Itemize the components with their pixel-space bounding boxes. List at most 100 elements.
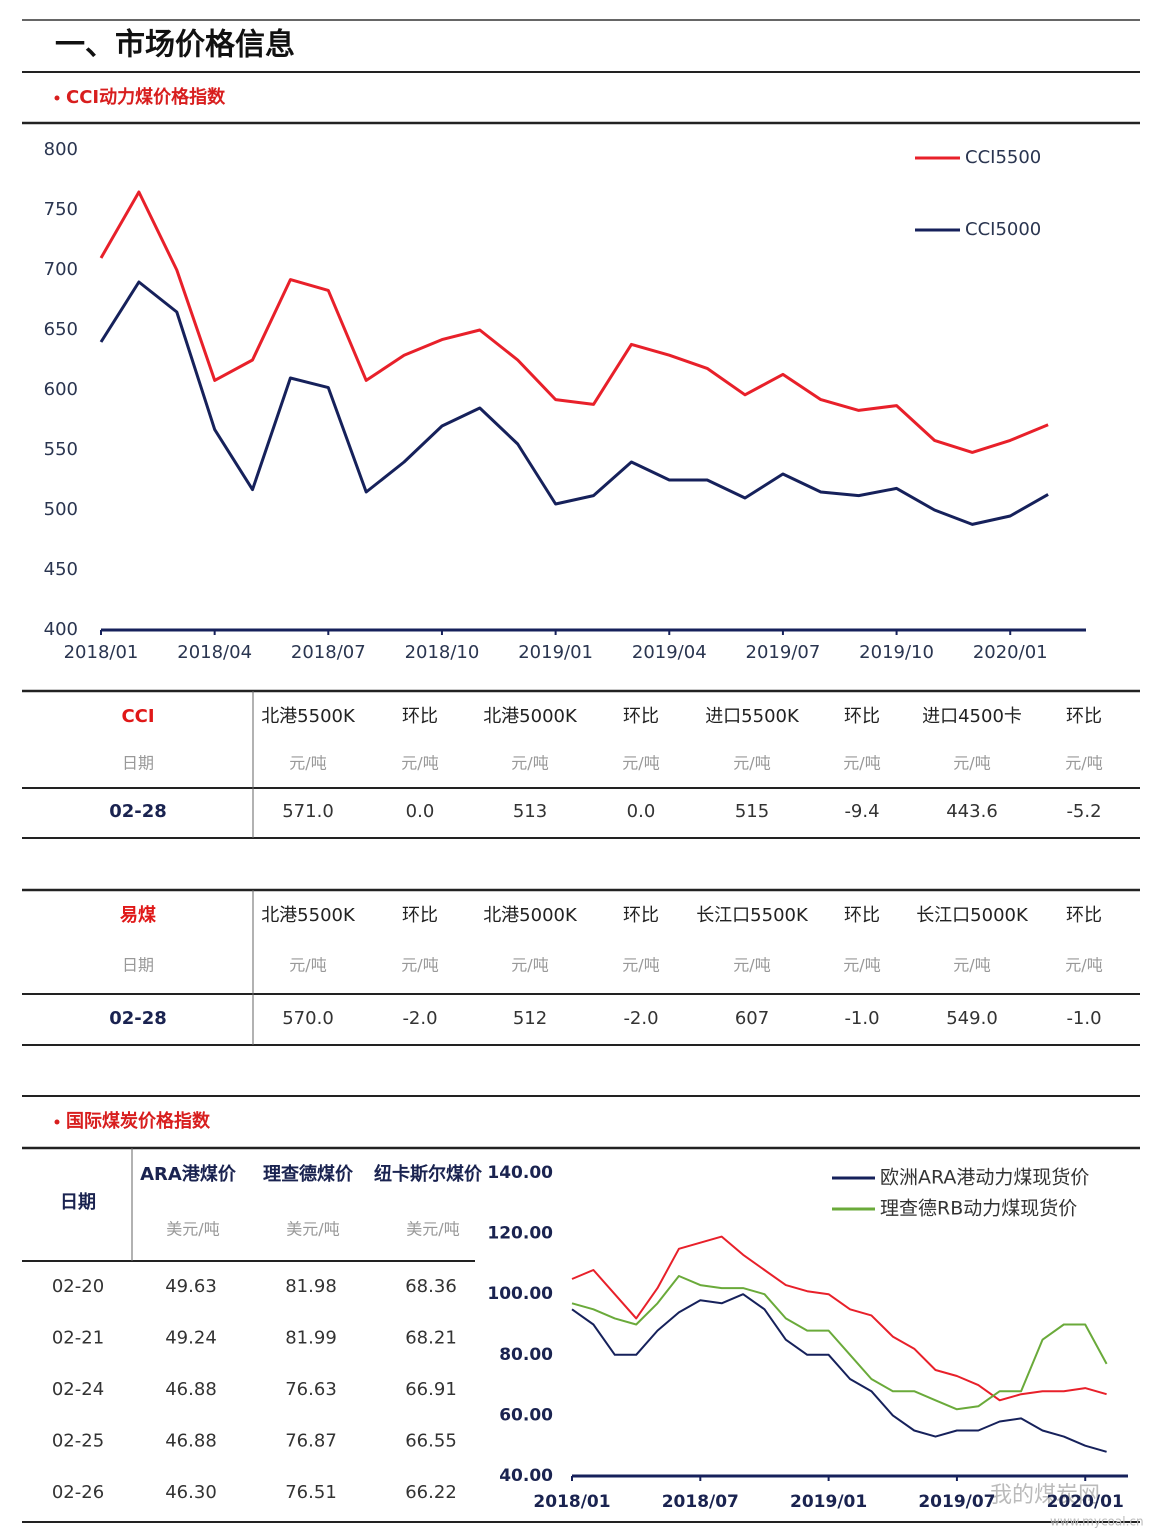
y-tick-label: 450 xyxy=(44,559,78,580)
table-header: 环比 xyxy=(623,905,659,926)
y-tick-label: 800 xyxy=(44,139,78,160)
table-header: 进口4500卡 xyxy=(922,706,1022,727)
table-cell: -2.0 xyxy=(402,1008,437,1029)
table-header: 长江口5000K xyxy=(916,905,1029,926)
legend-label: CCI5500 xyxy=(965,147,1041,168)
table-header: 北港5500K xyxy=(261,905,356,926)
section-title: 国际煤炭价格指数 xyxy=(66,1110,211,1132)
table-header: 环比 xyxy=(402,905,438,926)
table-unit: 元/吨 xyxy=(1065,956,1102,975)
line-series xyxy=(571,1275,1108,1411)
table-unit: 元/吨 xyxy=(843,754,880,773)
table-unit: 元/吨 xyxy=(733,956,770,975)
table-unit: 元/吨 xyxy=(401,956,438,975)
page-title: 一、市场价格信息 xyxy=(55,28,295,63)
table-cell: 02-28 xyxy=(109,1008,167,1029)
table-cell: 0.0 xyxy=(406,801,435,822)
table-unit: 美元/吨 xyxy=(166,1220,219,1239)
y-tick-label: 60.00 xyxy=(499,1405,553,1425)
y-tick-label: 550 xyxy=(44,439,78,460)
y-tick-label: 100.00 xyxy=(487,1284,553,1304)
watermark: 我的煤炭网 xyxy=(990,1483,1100,1508)
table-header: 进口5500K xyxy=(705,706,800,727)
x-tick-label: 2018/01 xyxy=(64,642,139,663)
table-cell: 02-20 xyxy=(52,1276,104,1297)
table-cell: 81.99 xyxy=(285,1328,337,1349)
table-cell: 46.88 xyxy=(165,1379,217,1400)
table-header: 环比 xyxy=(623,706,659,727)
legend-label: 理查德RB动力煤现货价 xyxy=(880,1198,1077,1220)
table-cell: 02-21 xyxy=(52,1328,104,1349)
x-tick-label: 2019/01 xyxy=(518,642,593,663)
table-cell: 68.21 xyxy=(405,1328,457,1349)
table-cell: 570.0 xyxy=(282,1008,334,1029)
table-cell: 571.0 xyxy=(282,801,334,822)
table-cell: 0.0 xyxy=(627,801,656,822)
x-tick-label: 2020/01 xyxy=(1047,1492,1124,1512)
line-series xyxy=(571,1235,1107,1402)
table-cell: 607 xyxy=(735,1008,769,1029)
table-header: 环比 xyxy=(844,706,880,727)
line-series xyxy=(571,1293,1107,1453)
table-cell: 81.98 xyxy=(285,1276,337,1297)
bullet xyxy=(54,95,60,101)
table-cell: 68.36 xyxy=(405,1276,457,1297)
y-tick-label: 600 xyxy=(44,379,78,400)
table-unit: 美元/吨 xyxy=(406,1220,459,1239)
table-unit: 元/吨 xyxy=(289,956,326,975)
table-cell: 76.87 xyxy=(285,1431,337,1452)
table-cell: -9.4 xyxy=(844,801,879,822)
table-header: 北港5500K xyxy=(261,706,356,727)
line-series xyxy=(99,190,1049,454)
y-tick-label: 650 xyxy=(44,319,78,340)
table-header: 环比 xyxy=(844,905,880,926)
table-header: 北港5000K xyxy=(483,706,578,727)
y-tick-label: 80.00 xyxy=(499,1345,553,1365)
x-tick-label: 2019/04 xyxy=(632,642,707,663)
table-cell: 66.22 xyxy=(405,1482,457,1503)
table-cell: 46.88 xyxy=(165,1431,217,1452)
table-cell: 76.63 xyxy=(285,1379,337,1400)
table-cell: 02-28 xyxy=(109,801,167,822)
table-unit: 元/吨 xyxy=(953,956,990,975)
table-unit: 元/吨 xyxy=(511,956,548,975)
table-header: 长江口5500K xyxy=(696,905,809,926)
line-series xyxy=(99,280,1049,526)
table-cell: 66.91 xyxy=(405,1379,457,1400)
legend-label: CCI5000 xyxy=(965,219,1041,240)
table-header: 日期 xyxy=(60,1192,96,1213)
table-cell: -1.0 xyxy=(844,1008,879,1029)
section-title: CCI动力煤价格指数 xyxy=(66,86,226,108)
table-cell: 02-26 xyxy=(52,1482,104,1503)
table-header: 理查德煤价 xyxy=(263,1163,354,1185)
x-tick-label: 2018/10 xyxy=(405,642,480,663)
legend-label: 欧洲ARA港动力煤现货价 xyxy=(880,1167,1089,1189)
y-tick-label: 700 xyxy=(44,259,78,280)
table-cell: 443.6 xyxy=(946,801,998,822)
table-unit: 日期 xyxy=(122,956,154,975)
x-tick-label: 2019/07 xyxy=(746,642,821,663)
table-cell: -5.2 xyxy=(1066,801,1101,822)
table-unit: 元/吨 xyxy=(733,754,770,773)
table-unit: 美元/吨 xyxy=(286,1220,339,1239)
table-unit: 日期 xyxy=(122,754,154,773)
x-tick-label: 2018/07 xyxy=(291,642,366,663)
table-cell: 512 xyxy=(513,1008,547,1029)
x-tick-label: 2019/07 xyxy=(918,1492,995,1512)
y-tick-label: 120.00 xyxy=(487,1224,553,1244)
table-cell: 02-25 xyxy=(52,1431,104,1452)
x-tick-label: 2018/01 xyxy=(533,1492,610,1512)
table-unit: 元/吨 xyxy=(1065,754,1102,773)
y-tick-label: 750 xyxy=(44,199,78,220)
table-header: 环比 xyxy=(402,706,438,727)
table-header: 易煤 xyxy=(120,904,156,926)
table-header: 环比 xyxy=(1066,706,1102,727)
x-tick-label: 2018/04 xyxy=(177,642,252,663)
table-cell: 02-24 xyxy=(52,1379,104,1400)
table-unit: 元/吨 xyxy=(622,754,659,773)
table-unit: 元/吨 xyxy=(622,956,659,975)
table-cell: 66.55 xyxy=(405,1431,457,1452)
x-tick-label: 2019/01 xyxy=(790,1492,867,1512)
y-tick-label: 40.00 xyxy=(499,1466,553,1486)
bullet xyxy=(54,1119,60,1125)
